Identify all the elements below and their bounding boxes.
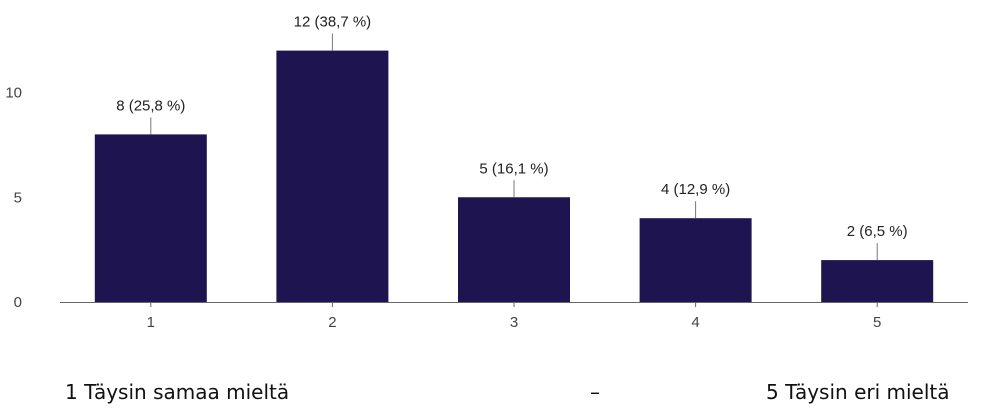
bars-group — [94, 50, 934, 302]
scale-caption: 1 Täysin samaa mieltä – 5 Täysin eri mie… — [0, 380, 986, 416]
x-tick-label: 1 — [147, 314, 155, 331]
data-labels: 8 (25,8 %) 12 (38,7 %) 5 (16,1 %) 4 (12,9 %… — [116, 14, 907, 241]
y-axis-ticks: 0 5 10 — [5, 85, 22, 312]
x-tick-label: 5 — [873, 314, 881, 331]
x-tick-label: 3 — [510, 314, 518, 331]
scale-left-label: 1 Täysin samaa mieltä — [65, 380, 290, 404]
bar — [94, 134, 207, 302]
y-tick-label: 5 — [14, 189, 22, 206]
scale-right-label: 5 Täysin eri mieltä — [766, 380, 950, 404]
scale-dash: – — [590, 380, 600, 404]
data-label: 12 (38,7 %) — [294, 14, 372, 31]
y-tick-label: 10 — [5, 85, 22, 102]
x-tick-label: 2 — [328, 314, 336, 331]
bar — [276, 50, 389, 302]
data-label: 8 (25,8 %) — [116, 97, 185, 114]
y-tick-label: 0 — [14, 294, 22, 311]
bar — [458, 197, 570, 302]
x-axis-ticks: 1 2 3 4 5 — [147, 302, 881, 331]
label-connectors — [150, 33, 878, 261]
data-label: 5 (16,1 %) — [479, 160, 548, 177]
x-tick-label: 4 — [691, 314, 699, 331]
bar — [639, 218, 752, 302]
bar-chart: 0 5 10 8 (25,8 %) 12 (38,7 %) 5 (16,1 %) 4 (1… — [5, 14, 968, 331]
data-label: 2 (6,5 %) — [847, 223, 908, 240]
data-label: 4 (12,9 %) — [661, 181, 730, 198]
bar — [821, 260, 934, 302]
